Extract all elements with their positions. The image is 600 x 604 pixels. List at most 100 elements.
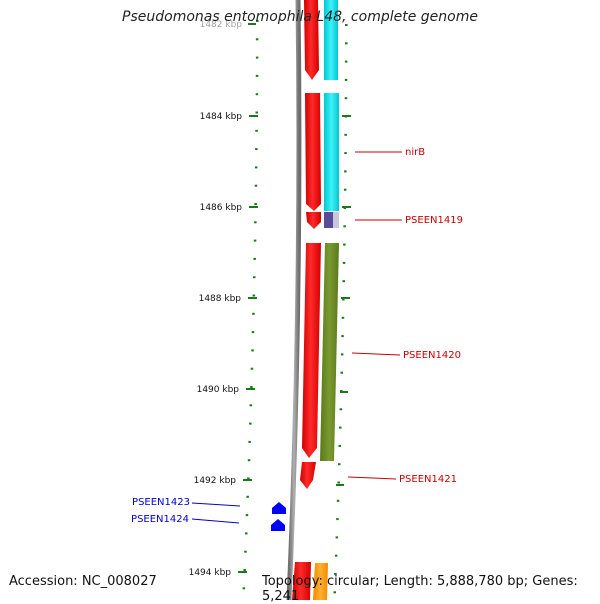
minor-tick	[245, 532, 248, 535]
minor-tick	[252, 294, 256, 297]
minor-tick	[254, 166, 258, 169]
minor-tick	[247, 477, 250, 480]
gene-label-pseen1421: PSEEN1421	[399, 474, 457, 485]
minor-tick	[336, 518, 339, 521]
rna-features	[271, 502, 286, 531]
minor-tick	[344, 60, 348, 63]
minor-tick	[343, 243, 346, 246]
gene-feature-cyan	[324, 93, 339, 211]
minor-tick	[344, 133, 347, 136]
cds-feature	[305, 93, 321, 211]
tick-label: 1490 kbp	[197, 385, 240, 395]
gene-feature-cyan	[324, 0, 338, 80]
minor-tick	[254, 184, 258, 187]
gene-feature-orange	[313, 563, 328, 600]
genome-backbone	[286, 0, 302, 600]
gene-labels: nirB PSEEN1419 PSEEN1420 PSEEN1421 PSEEN…	[131, 147, 463, 525]
gene-label-pseen1420: PSEEN1420	[403, 350, 461, 361]
cds-feature	[302, 243, 321, 458]
minor-tick	[255, 111, 258, 114]
minor-tick	[345, 24, 348, 26]
minor-tick	[256, 20, 259, 22]
minor-tick	[249, 404, 253, 407]
minor-tick	[250, 367, 254, 370]
cds-feature	[304, 0, 319, 80]
minor-tick	[255, 74, 259, 77]
minor-tick	[255, 129, 258, 132]
tick-label: 1482 kbp	[200, 20, 243, 30]
gene-feature-grey	[333, 212, 339, 228]
minor-tick	[247, 459, 251, 462]
major-ticks	[238, 23, 351, 573]
minor-tick	[251, 349, 254, 352]
minor-tick	[339, 426, 342, 429]
minor-tick	[245, 514, 249, 517]
minor-ticks-right	[333, 24, 348, 594]
cds-feature	[306, 212, 321, 229]
minor-tick	[255, 148, 258, 151]
minor-tick	[342, 298, 345, 301]
minor-tick	[334, 554, 338, 557]
minor-tick	[344, 170, 347, 173]
minor-tick	[337, 481, 340, 484]
rna-feature-pseen1424	[271, 519, 285, 531]
gene-feature-olive	[320, 243, 339, 461]
accession-text: Accession: NC_008027	[9, 574, 157, 589]
minor-tick	[345, 42, 348, 45]
minor-tick	[255, 93, 259, 96]
minor-tick	[248, 440, 251, 443]
gene-label-nirb: nirB	[405, 147, 425, 158]
minor-tick	[249, 422, 252, 425]
gene-feature-purple	[324, 212, 333, 228]
minor-tick	[338, 444, 341, 447]
tick-label: 1494 kbp	[189, 568, 232, 578]
minor-tick	[243, 569, 246, 571]
minor-tick	[242, 587, 246, 590]
minor-tick	[253, 239, 257, 242]
minor-tick	[344, 152, 347, 155]
tick-label: 1492 kbp	[194, 476, 237, 486]
minor-tick	[246, 495, 249, 498]
minor-tick	[254, 203, 257, 205]
minor-tick	[342, 280, 345, 283]
label-leaders	[191, 151, 402, 524]
minor-tick	[344, 78, 348, 81]
cds-feature	[300, 462, 316, 489]
rna-feature-pseen1423	[272, 502, 286, 514]
tick-label: 1488 kbp	[199, 294, 242, 304]
minor-tick	[333, 591, 336, 594]
minor-tick	[253, 276, 256, 279]
minor-tick	[339, 408, 343, 411]
minor-tick	[255, 38, 259, 41]
minor-tick	[342, 261, 346, 264]
gene-label-pseen1423: PSEEN1423	[132, 497, 190, 508]
minor-tick	[340, 353, 344, 356]
minor-tick	[250, 386, 253, 388]
minor-tick	[343, 225, 346, 228]
tick-label: 1484 kbp	[200, 112, 243, 122]
tick-labels: 1482 kbp 1484 kbp 1486 kbp 1488 kbp 1490…	[189, 20, 243, 578]
minor-tick	[254, 221, 257, 224]
minor-tick	[252, 312, 255, 315]
minor-tick	[255, 56, 259, 59]
minor-tick	[341, 316, 345, 319]
minor-tick	[334, 573, 337, 575]
cds-feature	[292, 562, 311, 600]
minor-tick	[253, 257, 256, 260]
tick-label: 1486 kbp	[200, 203, 243, 213]
minor-tick	[343, 188, 347, 191]
minor-tick	[335, 536, 339, 539]
gene-label-pseen1424: PSEEN1424	[131, 514, 189, 525]
minor-tick	[338, 463, 341, 466]
minor-tick	[251, 331, 255, 334]
minor-tick	[336, 499, 340, 502]
minor-tick	[340, 371, 343, 374]
gene-track	[313, 0, 339, 600]
minor-tick	[344, 97, 348, 100]
minor-tick	[341, 335, 344, 338]
minor-ticks-left	[242, 20, 259, 590]
map-title: Pseudomonas entomophila L48, complete ge…	[122, 9, 478, 25]
minor-tick	[244, 550, 247, 553]
cds-track	[292, 0, 321, 600]
